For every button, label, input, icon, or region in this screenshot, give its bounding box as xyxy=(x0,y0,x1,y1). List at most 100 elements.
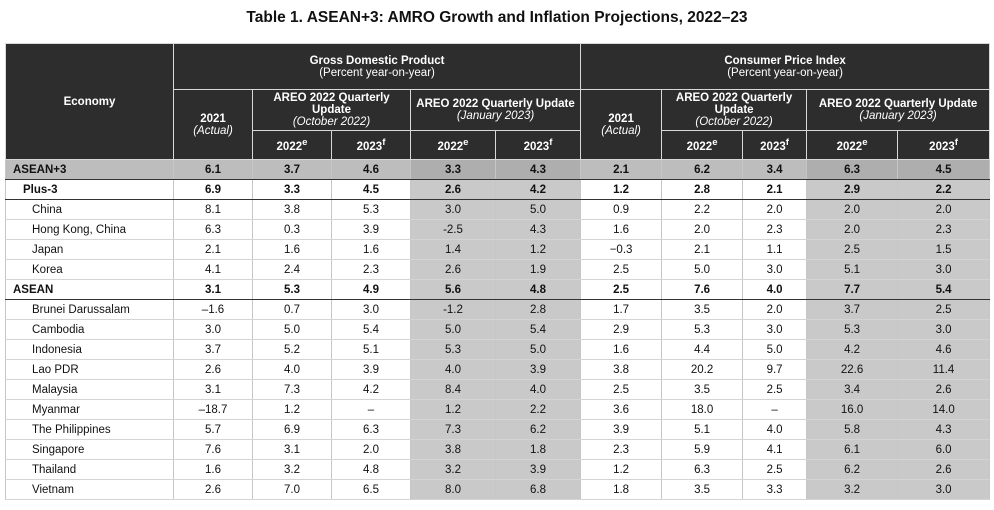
value-cell: 2.3 xyxy=(742,219,808,240)
value-cell: 6.3 xyxy=(661,459,744,480)
value-cell: 3.3 xyxy=(252,179,332,200)
value-cell: 6.3 xyxy=(173,219,253,240)
value-cell: 6.3 xyxy=(331,419,411,440)
value-cell: 2.5 xyxy=(742,459,808,480)
year-2023-header: 2023f xyxy=(897,130,991,160)
value-cell: 7.6 xyxy=(661,279,744,300)
table-row: Lao PDR 2.6 4.0 3.9 4.0 3.9 3.8 20.2 9.7 22.6 11.4 xyxy=(5,359,991,380)
value-cell: 1.2 xyxy=(495,239,582,260)
table-row: Korea 4.1 2.4 2.3 2.6 1.9 2.5 5.0 3.0 5.1 3.0 xyxy=(5,259,991,280)
value-cell: 3.9 xyxy=(495,459,582,480)
value-cell: 4.0 xyxy=(252,359,332,380)
economy-header: Economy xyxy=(5,43,174,160)
economy-cell: Plus-3 xyxy=(5,179,174,200)
value-cell: 4.2 xyxy=(331,379,411,400)
value-cell: 5.3 xyxy=(661,319,744,340)
economy-cell: Korea xyxy=(5,259,174,280)
value-cell: 6.2 xyxy=(661,159,744,180)
value-cell: 0.3 xyxy=(252,219,332,240)
value-cell: 3.5 xyxy=(661,299,744,320)
value-cell: 5.6 xyxy=(410,279,496,300)
table-body: ASEAN+3 6.1 3.7 4.6 3.3 4.3 2.1 6.2 3.4 6.3 4.5 Plu… xyxy=(5,159,991,500)
table-row: Japan 2.1 1.6 1.6 1.4 1.2 −0.3 2.1 1.1 2.5 1.5 xyxy=(5,239,991,260)
value-cell: – xyxy=(331,399,411,420)
value-cell: 5.8 xyxy=(806,419,899,440)
value-cell: 3.3 xyxy=(742,479,808,500)
value-cell: 3.0 xyxy=(173,319,253,340)
value-cell: 6.2 xyxy=(495,419,582,440)
value-cell: 1.6 xyxy=(331,239,411,260)
value-cell: 2.6 xyxy=(410,259,496,280)
value-cell: 6.9 xyxy=(252,419,332,440)
value-cell: 2.4 xyxy=(252,259,332,280)
value-cell: 22.6 xyxy=(806,359,899,380)
year-2023-header: 2023f xyxy=(331,130,411,160)
value-cell: 3.4 xyxy=(742,159,808,180)
year-2022-header: 2022e xyxy=(661,130,744,160)
value-cell: 2.5 xyxy=(897,299,991,320)
economy-cell: Brunei Darussalam xyxy=(5,299,174,320)
table-row: Indonesia 3.7 5.2 5.1 5.3 5.0 1.6 4.4 5.0 4.2 4.6 xyxy=(5,339,991,360)
value-cell: 1.8 xyxy=(495,439,582,460)
value-cell: 3.5 xyxy=(661,379,744,400)
table-row: The Philippines 5.7 6.9 6.3 7.3 6.2 3.9 5.1 4.0 5… xyxy=(5,419,991,440)
gdp-oct-update-header: AREO 2022 Quarterly Update (October 2022… xyxy=(252,89,411,131)
value-cell: 6.3 xyxy=(806,159,899,180)
table-row: ASEAN 3.1 5.3 4.9 5.6 4.8 2.5 7.6 4.0 7.7 5.4 xyxy=(5,279,991,300)
value-cell: 5.1 xyxy=(331,339,411,360)
value-cell: 2.0 xyxy=(661,219,744,240)
table-row: Plus-3 6.9 3.3 4.5 2.6 4.2 1.2 2.8 2.1 2.9 2.2 xyxy=(5,179,991,200)
value-cell: –1.6 xyxy=(173,299,253,320)
economy-cell: Hong Kong, China xyxy=(5,219,174,240)
value-cell: 4.0 xyxy=(410,359,496,380)
table-header: Economy Gross Domestic Product (Percent … xyxy=(5,43,991,160)
cpi-actual-header: 2021 (Actual) xyxy=(580,89,663,160)
value-cell: 2.6 xyxy=(173,479,253,500)
value-cell: 4.0 xyxy=(742,419,808,440)
value-cell: 5.3 xyxy=(806,319,899,340)
value-cell: 3.0 xyxy=(410,199,496,220)
value-cell: 3.8 xyxy=(580,359,663,380)
value-cell: 2.0 xyxy=(806,219,899,240)
value-cell: 6.8 xyxy=(495,479,582,500)
cpi-jan-update-header: AREO 2022 Quarterly Update (January 2023… xyxy=(806,89,991,131)
value-cell: 5.0 xyxy=(495,199,582,220)
value-cell: 2.5 xyxy=(580,379,663,400)
value-cell: 4.8 xyxy=(495,279,582,300)
table-row: Myanmar –18.7 1.2–1.2 2.2 3.6 18.0–16.0 14.0 xyxy=(5,399,991,420)
value-cell: 1.4 xyxy=(410,239,496,260)
value-cell: 2.9 xyxy=(580,319,663,340)
value-cell: 1.2 xyxy=(580,179,663,200)
value-cell: 11.4 xyxy=(897,359,991,380)
value-cell: 6.9 xyxy=(173,179,253,200)
value-cell: 4.1 xyxy=(173,259,253,280)
value-cell: 3.9 xyxy=(331,219,411,240)
cpi-oct-update-header: AREO 2022 Quarterly Update (October 2022… xyxy=(661,89,808,131)
economy-cell: Japan xyxy=(5,239,174,260)
value-cell: 4.6 xyxy=(897,339,991,360)
value-cell: 2.1 xyxy=(742,179,808,200)
value-cell: 2.8 xyxy=(495,299,582,320)
value-cell: 1.8 xyxy=(580,479,663,500)
table-row: Thailand 1.6 3.2 4.8 3.2 3.9 1.2 6.3 2.5 6.2 2.6 xyxy=(5,459,991,480)
value-cell: 4.8 xyxy=(331,459,411,480)
value-cell: 4.5 xyxy=(897,159,991,180)
value-cell: 2.5 xyxy=(742,379,808,400)
value-cell: 3.0 xyxy=(742,319,808,340)
value-cell: 3.9 xyxy=(580,419,663,440)
value-cell: 8.0 xyxy=(410,479,496,500)
value-cell: 3.0 xyxy=(742,259,808,280)
value-cell: 2.0 xyxy=(742,199,808,220)
value-cell: 2.3 xyxy=(331,259,411,280)
value-cell: 5.3 xyxy=(252,279,332,300)
value-cell: 4.0 xyxy=(495,379,582,400)
value-cell: 1.6 xyxy=(252,239,332,260)
value-cell: 1.2 xyxy=(410,399,496,420)
value-cell: 9.7 xyxy=(742,359,808,380)
value-cell: 8.1 xyxy=(173,199,253,220)
value-cell: 2.6 xyxy=(410,179,496,200)
cpi-header: Consumer Price Index (Percent year-on-ye… xyxy=(580,43,991,90)
value-cell: 2.2 xyxy=(897,179,991,200)
value-cell: 20.2 xyxy=(661,359,744,380)
value-cell: −0.3 xyxy=(580,239,663,260)
